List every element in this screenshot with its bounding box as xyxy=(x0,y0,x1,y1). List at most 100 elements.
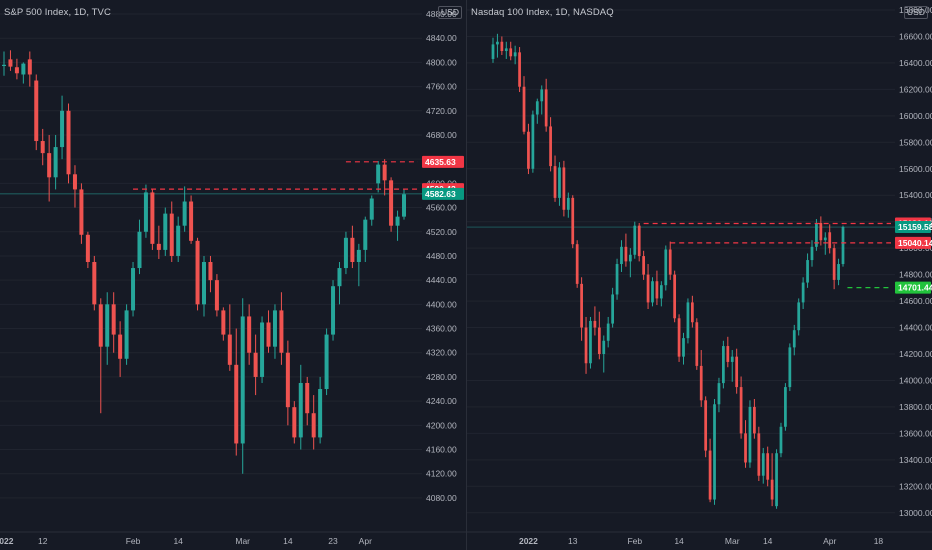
candle xyxy=(589,316,592,369)
candle xyxy=(500,36,504,55)
candle-body xyxy=(272,310,277,347)
sp500-chart-panel[interactable]: 4080.00 4120.00 4160.00 4200.00 4240.00 4280.… xyxy=(0,0,466,550)
candle xyxy=(356,243,361,287)
nasdaq100-chart-canvas[interactable]: 13000.00 13200.00 13400.00 13600.00 13800.00… xyxy=(467,0,932,550)
candle-body xyxy=(748,406,752,463)
candle-body xyxy=(544,89,548,127)
candle xyxy=(509,41,513,61)
sp500-candles xyxy=(2,50,406,474)
candle-body xyxy=(597,327,601,354)
candle-body xyxy=(189,201,194,241)
candle-body xyxy=(305,382,310,414)
candle xyxy=(593,306,597,336)
y-tick-label: 13400.00 xyxy=(899,455,932,465)
candle xyxy=(253,334,258,396)
candle-body xyxy=(389,180,394,226)
candle-body xyxy=(602,340,606,354)
y-tick-label: 15800.00 xyxy=(899,137,932,147)
candle-body xyxy=(841,226,845,265)
candle-body xyxy=(686,302,690,339)
candle xyxy=(558,162,561,206)
candle-body xyxy=(651,281,654,303)
candle xyxy=(735,348,739,394)
candle-body xyxy=(690,302,694,323)
candle xyxy=(389,177,394,232)
candle xyxy=(14,58,19,80)
candle-body xyxy=(311,413,316,438)
y-tick-label: 15400.00 xyxy=(899,190,932,200)
candle-body xyxy=(611,294,614,324)
candle-body xyxy=(571,197,575,245)
candle xyxy=(659,281,663,307)
candle xyxy=(535,98,539,124)
x-tick-label: Mar xyxy=(725,536,740,546)
candle xyxy=(744,420,747,468)
candle-body xyxy=(137,231,142,269)
candle xyxy=(770,453,774,507)
candle xyxy=(324,328,329,396)
candle-body xyxy=(150,192,155,244)
candle xyxy=(575,240,579,288)
y-tick-label: 4560.00 xyxy=(426,203,457,213)
candle xyxy=(730,350,734,382)
x-tick-label: 23 xyxy=(328,536,338,546)
candle-body xyxy=(673,274,677,319)
candle xyxy=(85,231,90,269)
candle xyxy=(713,398,716,505)
candle-body xyxy=(343,237,348,269)
candle-body xyxy=(66,110,71,175)
candle-body xyxy=(2,64,6,67)
candle xyxy=(156,225,161,259)
price-label-box xyxy=(422,187,464,200)
candle xyxy=(311,395,316,450)
nasdaq100-chart-panel[interactable]: 13000.00 13200.00 13400.00 13600.00 13800.00… xyxy=(466,0,932,550)
sp500-chart-title: S&P 500 Index, 1D, TVC xyxy=(4,7,111,18)
candle-body xyxy=(628,254,632,262)
candle-body xyxy=(163,213,168,250)
candle xyxy=(279,292,284,365)
candle xyxy=(580,277,583,341)
price-label-box xyxy=(895,281,931,294)
candle-body xyxy=(682,338,685,357)
candle xyxy=(143,184,148,238)
candle-body xyxy=(202,262,206,305)
candle-body xyxy=(540,89,544,102)
candle xyxy=(673,270,677,323)
y-tick-label: 4840.00 xyxy=(426,33,457,43)
candle xyxy=(531,110,535,173)
candle xyxy=(597,311,601,360)
candle-body xyxy=(575,244,579,284)
y-tick-label: 4680.00 xyxy=(426,130,457,140)
candle xyxy=(837,258,840,286)
candle-body xyxy=(8,59,13,67)
y-tick-label: 13600.00 xyxy=(899,428,932,438)
candle-body xyxy=(828,232,832,249)
candle-body xyxy=(615,264,619,295)
candle xyxy=(260,316,265,383)
candle xyxy=(402,189,406,220)
candle-body xyxy=(792,330,796,348)
y-tick-label: 4120.00 xyxy=(426,469,457,479)
candle-body xyxy=(832,248,836,280)
y-tick-label: 14600.00 xyxy=(899,296,932,306)
candle xyxy=(60,95,65,160)
candle xyxy=(748,400,752,468)
candle-body xyxy=(504,48,508,52)
candle-body xyxy=(704,400,708,451)
candle-body xyxy=(363,219,368,250)
candle-body xyxy=(285,352,290,408)
candle xyxy=(832,244,836,290)
price-label-box xyxy=(895,236,931,249)
candle xyxy=(540,85,544,115)
candle-body xyxy=(624,246,628,262)
candle-body xyxy=(713,404,716,500)
y-tick-label: 4240.00 xyxy=(426,396,457,406)
candle-body xyxy=(324,334,329,390)
y-tick-label: 16200.00 xyxy=(899,84,932,94)
y-tick-label: 4440.00 xyxy=(426,275,457,285)
candle-body xyxy=(655,281,659,299)
candle xyxy=(690,295,694,328)
sp500-chart-canvas[interactable]: 4080.00 4120.00 4160.00 4200.00 4240.00 4280.… xyxy=(0,0,466,550)
candle-body xyxy=(337,268,342,287)
candle-body xyxy=(98,304,103,347)
